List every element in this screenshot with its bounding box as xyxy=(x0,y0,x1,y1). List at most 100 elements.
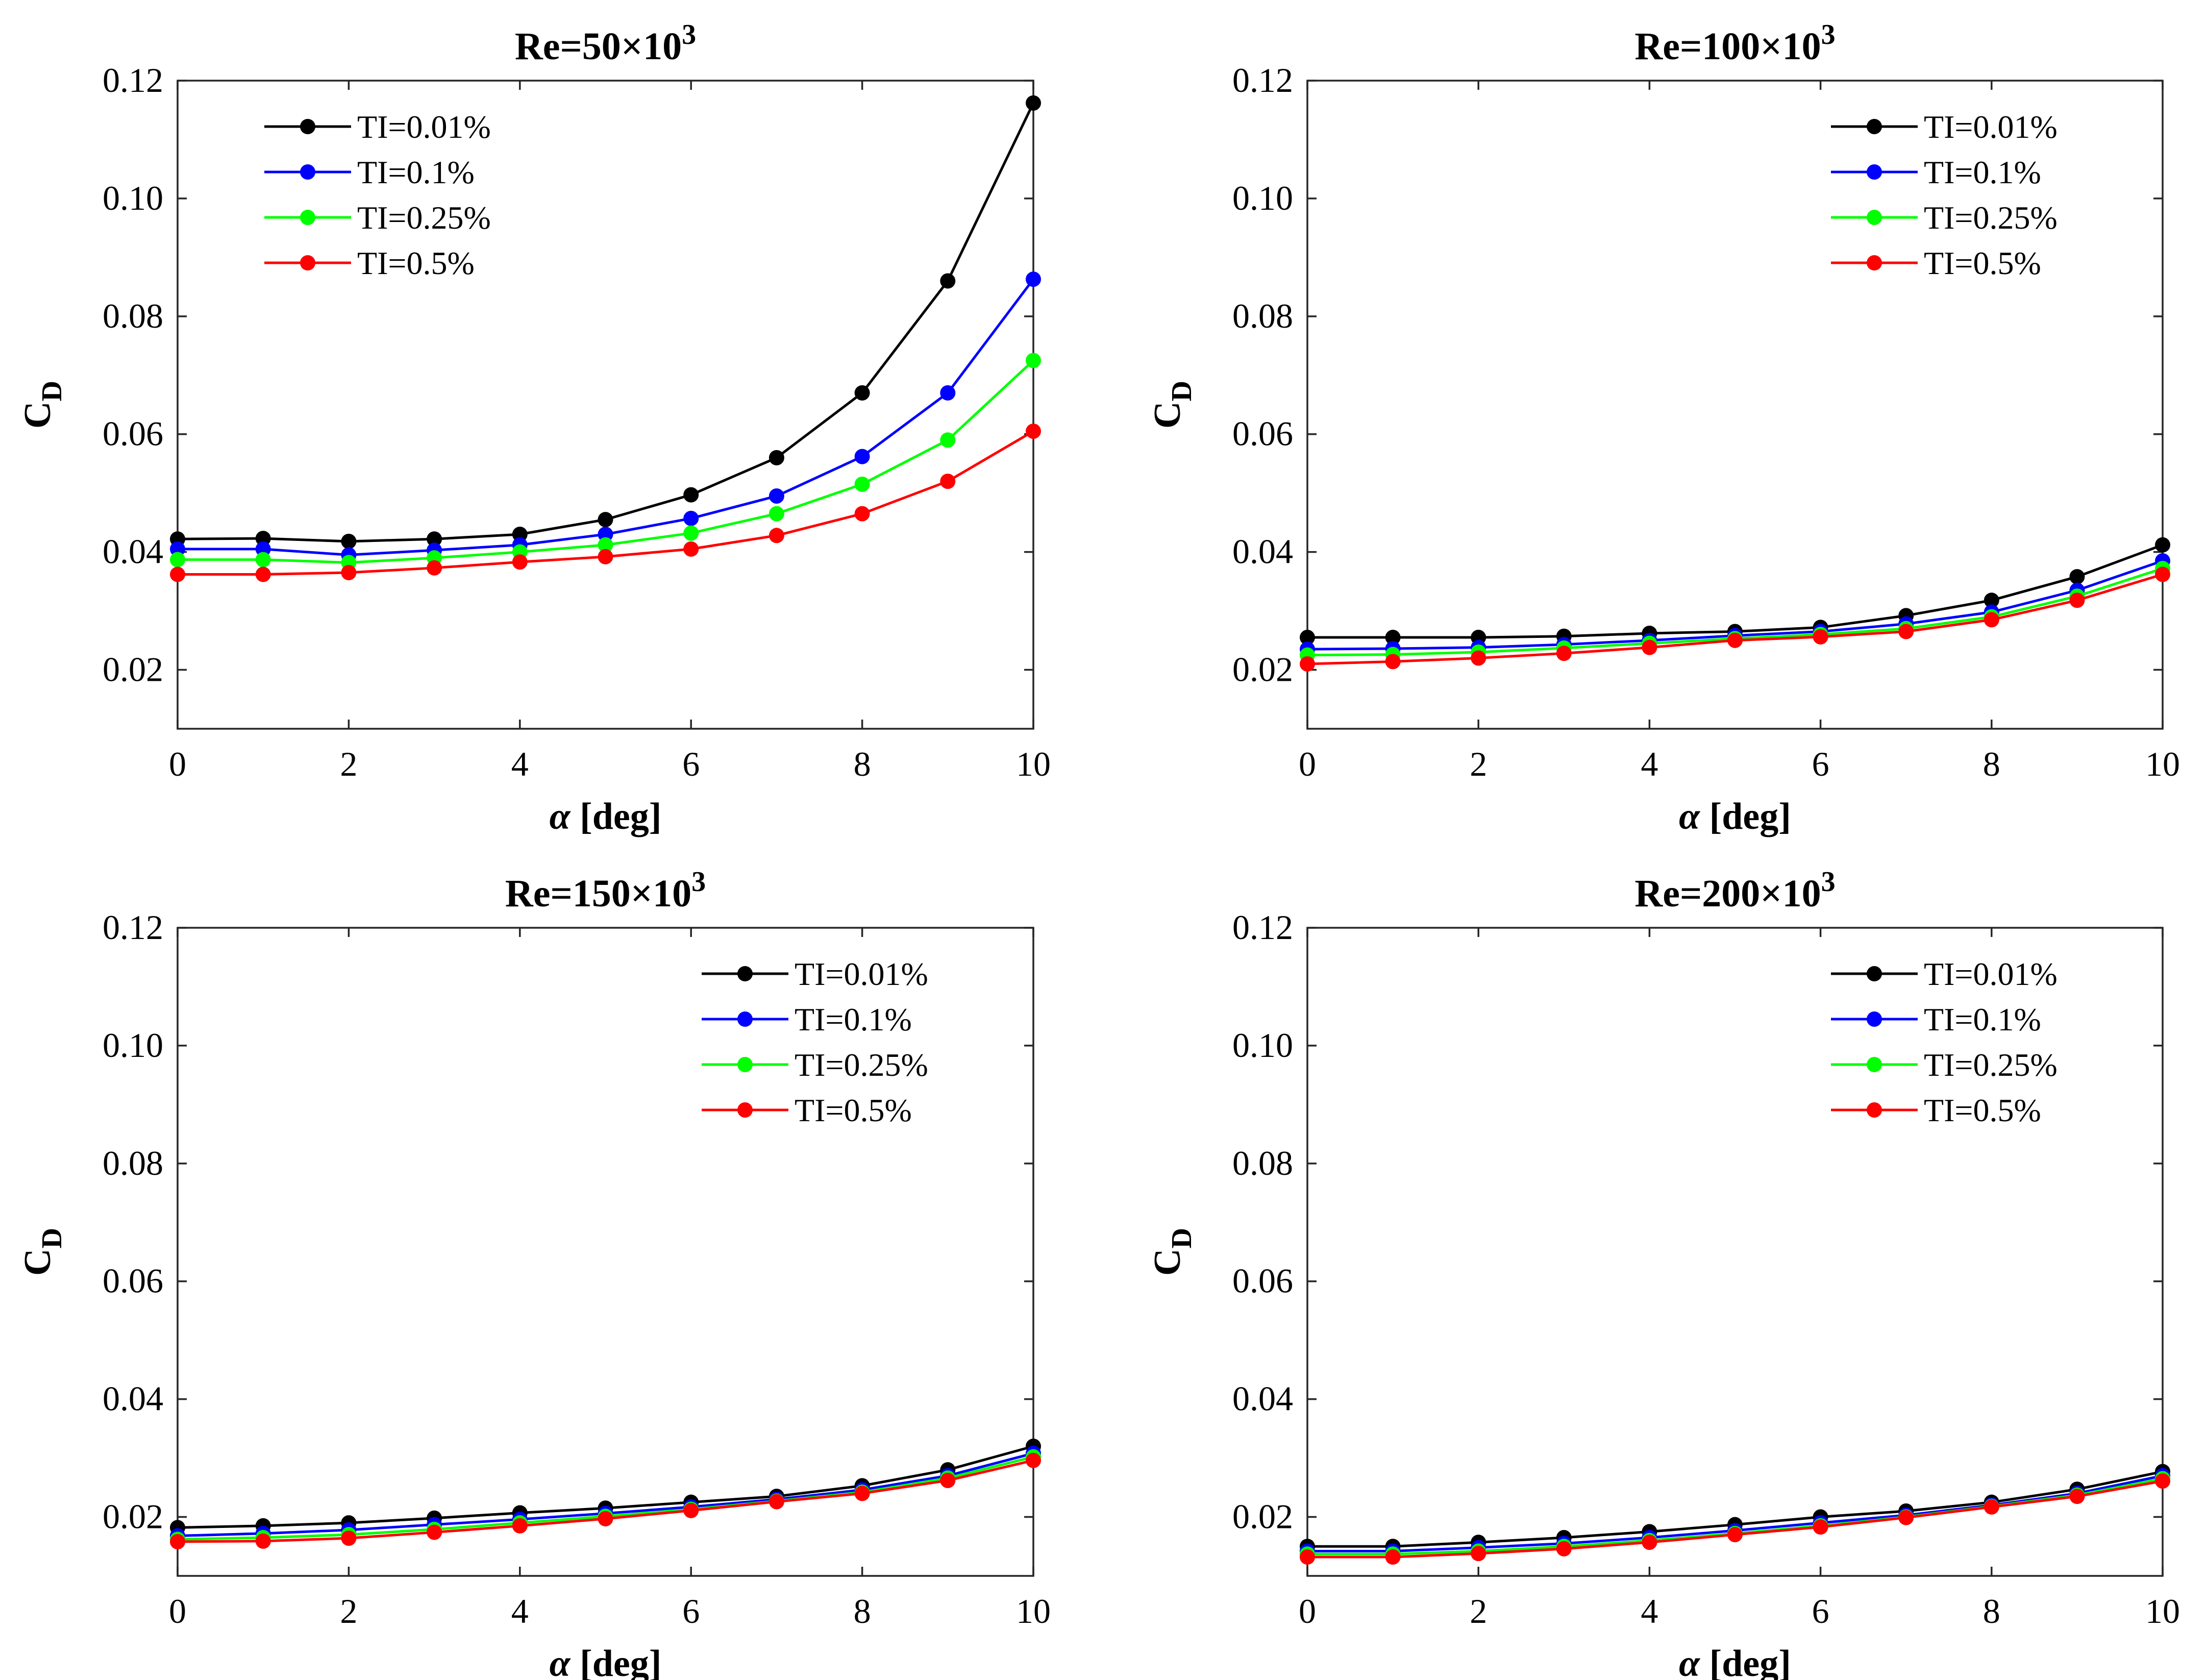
data-point xyxy=(170,552,185,567)
series-line-3 xyxy=(1307,1477,2163,1555)
x-tick-label: 10 xyxy=(2145,1592,2180,1630)
y-tick-label: 0.12 xyxy=(103,61,163,100)
legend-label: TI=0.25% xyxy=(1924,1047,2058,1083)
x-tick-label: 2 xyxy=(1470,1592,1487,1630)
data-point xyxy=(769,1494,784,1510)
data-point xyxy=(1300,656,1315,672)
x-axis-unit: [deg] xyxy=(1700,796,1791,837)
data-point xyxy=(170,1534,185,1550)
data-point xyxy=(1727,632,1743,648)
legend-label: TI=0.25% xyxy=(795,1047,928,1083)
data-point xyxy=(1385,1549,1401,1565)
data-point xyxy=(427,560,442,576)
data-point xyxy=(1471,650,1486,666)
data-point xyxy=(255,531,271,547)
data-point xyxy=(769,528,784,543)
data-point xyxy=(255,1533,271,1549)
y-tick-label: 0.04 xyxy=(1232,1379,1293,1418)
legend-marker xyxy=(737,1102,753,1118)
y-tick-label: 0.10 xyxy=(1232,1026,1293,1065)
legend-label: TI=0.01% xyxy=(1924,109,2058,145)
panel-title-superscript: 3 xyxy=(691,866,706,898)
legend-label: TI=0.1% xyxy=(1924,154,2041,190)
data-point xyxy=(255,541,271,557)
legend-marker xyxy=(300,119,315,134)
data-point xyxy=(1026,271,1041,287)
data-point xyxy=(940,273,956,289)
x-tick-label: 0 xyxy=(1299,1592,1316,1630)
panel-title: Re=50×103 xyxy=(515,19,696,68)
legend-label: TI=0.01% xyxy=(357,109,491,145)
legend-label: TI=0.5% xyxy=(357,245,475,281)
data-point xyxy=(683,510,699,526)
x-axis-unit: [deg] xyxy=(571,1643,662,1680)
x-tick-label: 8 xyxy=(854,1592,871,1630)
data-point xyxy=(1727,1527,1743,1543)
data-point xyxy=(2069,592,2085,608)
axes-frame xyxy=(177,927,1034,1577)
data-point xyxy=(255,566,271,582)
x-tick-label: 8 xyxy=(1983,745,2000,783)
data-point xyxy=(854,476,870,492)
x-tick-label: 0 xyxy=(169,1592,186,1630)
legend-marker xyxy=(300,164,315,180)
data-point xyxy=(170,566,185,582)
axes-frame xyxy=(177,80,1034,730)
y-tick-label: 0.02 xyxy=(1232,1497,1293,1536)
axes-frame xyxy=(1306,927,2164,1577)
y-axis-title: CD xyxy=(1147,381,1198,429)
panel-title: Re=200×103 xyxy=(1634,866,1835,915)
y-tick-label: 0.04 xyxy=(1232,532,1293,571)
legend-label: TI=0.5% xyxy=(795,1092,912,1128)
legend-marker xyxy=(1867,1011,1882,1027)
x-tick-label: 6 xyxy=(1812,745,1829,783)
legend-label: TI=0.1% xyxy=(1924,1001,2041,1037)
data-point xyxy=(2155,566,2170,582)
legend-marker xyxy=(737,1057,753,1072)
x-axis-symbol: α xyxy=(550,796,571,837)
y-axis-subscript: D xyxy=(36,1228,68,1248)
legend-marker xyxy=(1867,119,1882,134)
legend-label: TI=0.25% xyxy=(357,200,491,236)
y-tick-label: 0.10 xyxy=(1232,179,1293,217)
data-point xyxy=(769,450,784,465)
data-point xyxy=(854,506,870,522)
x-tick-label: 4 xyxy=(1641,1592,1658,1630)
legend-label: TI=0.01% xyxy=(1924,956,2058,992)
chart-panel-2: Re=100×103 0 2 4 6 8 10 0.02 0.04 0.06 0.08 0.10 0.1… xyxy=(1147,19,2180,837)
series-line-3 xyxy=(177,1455,1034,1541)
legend-marker xyxy=(300,255,315,270)
x-axis-unit: [deg] xyxy=(571,796,662,837)
y-axis-symbol: C xyxy=(1147,1249,1188,1276)
x-tick-label: 4 xyxy=(511,745,529,783)
panel-title-superscript: 3 xyxy=(682,19,696,51)
legend-marker xyxy=(1867,1057,1882,1072)
y-tick-label: 0.08 xyxy=(103,1144,163,1182)
y-tick-label: 0.12 xyxy=(1232,61,1293,100)
x-axis-title: α [deg] xyxy=(550,1643,662,1680)
data-point xyxy=(341,1530,357,1546)
panel-title: Re=150×103 xyxy=(505,866,706,915)
x-tick-label: 2 xyxy=(340,745,357,783)
chart-panel-3: Re=150×103 0 2 4 6 8 10 0.02 0.04 0.06 0.08 0.10 0.1… xyxy=(17,866,1051,1680)
panel-title-text: Re=150×10 xyxy=(505,872,691,915)
data-point xyxy=(1898,624,1914,639)
data-point xyxy=(1300,630,1315,646)
data-point xyxy=(598,512,613,528)
data-point xyxy=(598,549,613,564)
data-point xyxy=(1898,1510,1914,1525)
data-point xyxy=(1642,1535,1657,1550)
x-axis-unit: [deg] xyxy=(1700,1643,1791,1680)
panel-title-text: Re=50×10 xyxy=(515,25,682,68)
y-axis-title: CD xyxy=(17,1228,68,1276)
y-tick-label: 0.04 xyxy=(103,532,163,571)
y-tick-label: 0.08 xyxy=(103,297,163,335)
data-point xyxy=(683,525,699,541)
data-point xyxy=(1471,1546,1486,1562)
series-line-1 xyxy=(1307,543,2163,639)
data-point xyxy=(769,506,784,522)
x-tick-label: 10 xyxy=(1016,745,1051,783)
x-tick-label: 8 xyxy=(854,745,871,783)
legend-marker xyxy=(1867,966,1882,981)
